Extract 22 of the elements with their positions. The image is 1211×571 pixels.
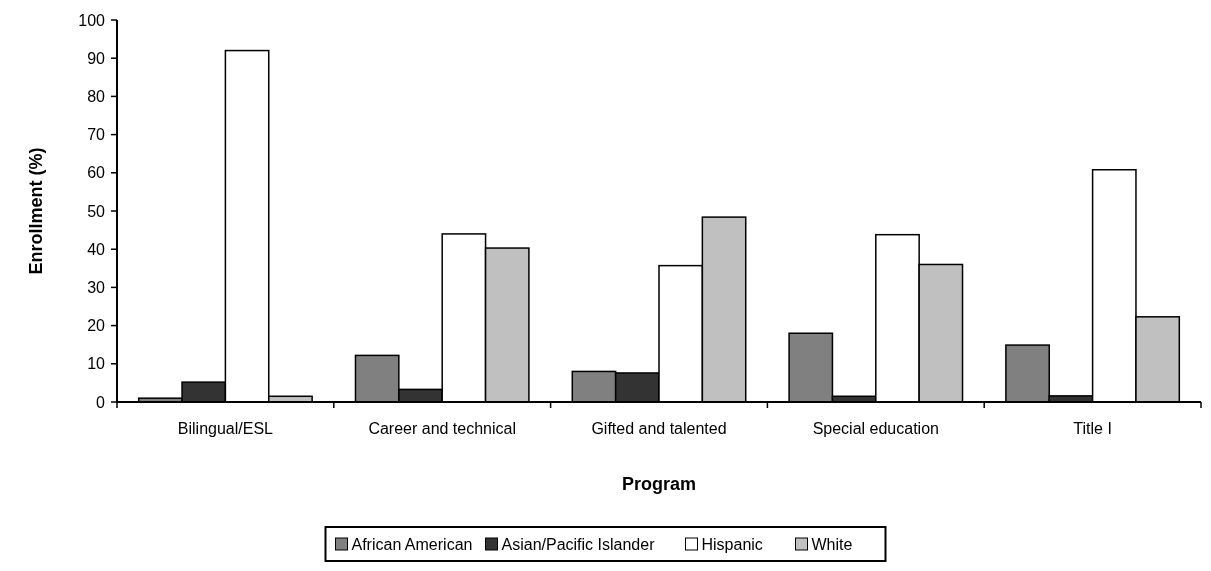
x-tick-label: Bilingual/ESL <box>177 420 274 437</box>
x-tick-label: Career and technical <box>368 420 517 437</box>
x-tick-label: Title I <box>1073 420 1112 437</box>
x-tick-label: Gifted and talented <box>591 420 727 437</box>
y-tick-label: 70 <box>87 126 106 144</box>
legend-label: White <box>811 535 853 553</box>
y-tick-label: 50 <box>87 202 106 220</box>
y-tick-label: 20 <box>87 317 106 335</box>
legend-label: Hispanic <box>701 535 763 553</box>
y-tick-label: 0 <box>96 393 106 411</box>
legend-label: Asian/Pacific Islander <box>501 535 656 553</box>
x-axis-title: Program <box>621 474 697 494</box>
legend-label: African American <box>351 535 473 553</box>
y-tick-label: 10 <box>87 355 106 373</box>
x-tick-label: Special education <box>812 420 939 437</box>
y-axis-title: Enrollment (%) <box>26 147 46 275</box>
y-tick-label: 100 <box>78 11 106 29</box>
y-tick-label: 30 <box>87 279 106 296</box>
y-tick-label: 80 <box>87 88 106 105</box>
y-tick-label: 60 <box>87 164 106 182</box>
y-tick-label: 90 <box>87 49 106 67</box>
y-tick-label: 40 <box>87 240 106 258</box>
